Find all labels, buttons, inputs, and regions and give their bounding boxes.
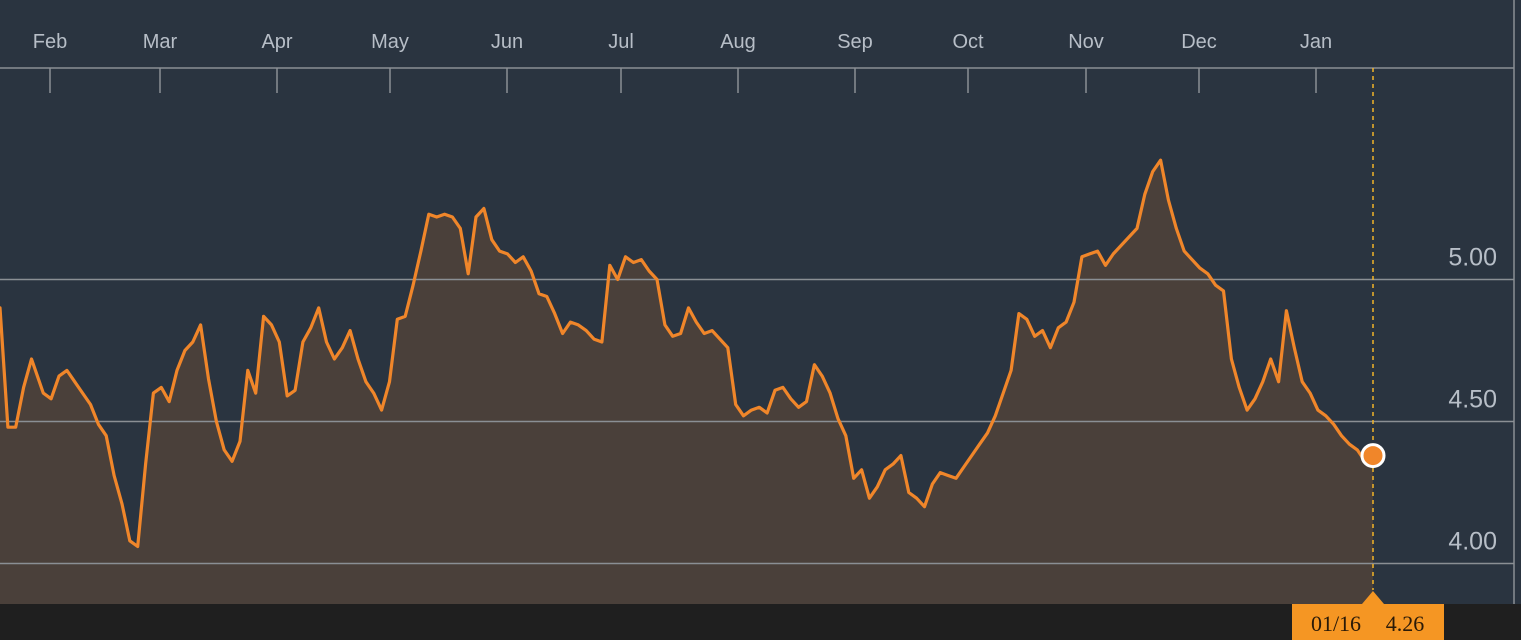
y-tick-label: 5.00 (1448, 244, 1497, 272)
x-tick-label: Aug (720, 31, 756, 53)
x-tick-label: Feb (33, 31, 67, 53)
x-tick-label: Jun (491, 31, 523, 53)
x-tick-label: Jul (608, 31, 634, 53)
x-tick-label: Oct (952, 31, 984, 53)
x-tick-label: May (371, 31, 409, 53)
cursor-point (1360, 443, 1386, 469)
chart-footer-strip (0, 604, 1521, 640)
x-tick-label: Jan (1300, 31, 1332, 53)
x-tick-label: Mar (143, 31, 178, 53)
x-tick-label: Apr (261, 31, 292, 53)
series-area-fill (0, 160, 1373, 604)
series-line (0, 158, 1375, 549)
cursor-value: 4.26 (1386, 611, 1425, 636)
y-tick-label: 4.00 (1448, 528, 1497, 556)
x-tick-label: Dec (1181, 31, 1217, 53)
y-tick-label: 4.50 (1448, 386, 1497, 414)
cursor-pointer (1362, 591, 1384, 604)
cursor-badge (1292, 604, 1444, 640)
cursor-date: 01/16 (1311, 611, 1361, 636)
x-tick-label: Nov (1068, 31, 1104, 53)
x-tick-label: Sep (837, 31, 873, 53)
